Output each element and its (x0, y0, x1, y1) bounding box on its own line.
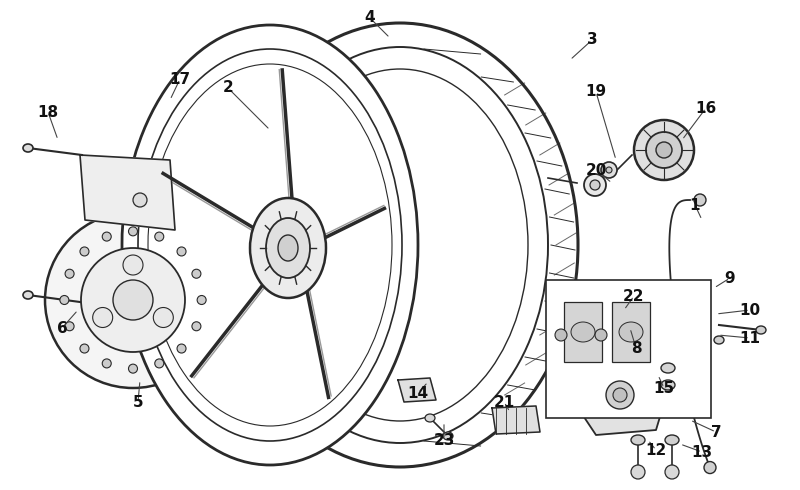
Ellipse shape (278, 235, 298, 261)
Text: SPARE PARTS: SPARE PARTS (347, 257, 513, 277)
Ellipse shape (93, 308, 113, 327)
Ellipse shape (646, 132, 682, 168)
Ellipse shape (177, 247, 186, 256)
Ellipse shape (714, 336, 724, 344)
Ellipse shape (443, 432, 453, 440)
Ellipse shape (584, 174, 606, 196)
Ellipse shape (661, 380, 675, 390)
Ellipse shape (694, 194, 706, 206)
Ellipse shape (23, 144, 33, 152)
Text: 5: 5 (133, 394, 143, 410)
Bar (564, 302, 602, 362)
Ellipse shape (425, 414, 435, 422)
Polygon shape (578, 365, 668, 435)
Text: 6: 6 (57, 320, 67, 336)
Ellipse shape (606, 381, 634, 409)
Polygon shape (492, 406, 540, 434)
Ellipse shape (154, 308, 174, 327)
Ellipse shape (102, 359, 111, 368)
Ellipse shape (45, 212, 221, 388)
Text: 20: 20 (586, 163, 606, 177)
Ellipse shape (665, 465, 679, 479)
Ellipse shape (606, 167, 612, 173)
Text: 16: 16 (695, 100, 717, 116)
Ellipse shape (23, 291, 33, 299)
Ellipse shape (154, 359, 164, 368)
Ellipse shape (665, 435, 679, 445)
Ellipse shape (656, 142, 672, 158)
Text: 21: 21 (494, 394, 514, 410)
Text: 14: 14 (407, 386, 429, 400)
Text: 12: 12 (646, 442, 666, 458)
Ellipse shape (634, 120, 694, 180)
Ellipse shape (123, 255, 143, 275)
Text: 19: 19 (586, 84, 606, 99)
Ellipse shape (113, 280, 153, 320)
Ellipse shape (586, 403, 598, 413)
Text: MOTORCYCLE: MOTORCYCLE (345, 233, 515, 253)
Ellipse shape (192, 322, 201, 331)
Ellipse shape (81, 248, 185, 352)
Ellipse shape (613, 388, 627, 402)
Ellipse shape (129, 227, 138, 236)
Ellipse shape (192, 269, 201, 278)
Ellipse shape (595, 329, 607, 341)
Ellipse shape (575, 329, 587, 341)
Ellipse shape (102, 232, 111, 241)
Text: 7: 7 (710, 424, 722, 440)
Text: 18: 18 (38, 104, 58, 120)
Text: 1: 1 (690, 197, 700, 213)
Ellipse shape (177, 344, 186, 353)
Ellipse shape (80, 344, 89, 353)
Ellipse shape (590, 180, 600, 190)
Text: 13: 13 (691, 444, 713, 460)
Ellipse shape (197, 295, 206, 304)
Ellipse shape (65, 322, 74, 331)
Ellipse shape (555, 329, 567, 341)
Text: 3: 3 (586, 32, 598, 48)
Ellipse shape (129, 364, 138, 373)
Ellipse shape (631, 435, 645, 445)
Ellipse shape (222, 23, 578, 467)
Text: 22: 22 (623, 289, 645, 303)
Ellipse shape (661, 363, 675, 373)
Ellipse shape (266, 218, 310, 278)
Polygon shape (398, 378, 436, 402)
Ellipse shape (65, 269, 74, 278)
Text: 17: 17 (170, 72, 190, 87)
Ellipse shape (571, 322, 595, 342)
Ellipse shape (80, 247, 89, 256)
Ellipse shape (250, 198, 326, 298)
Ellipse shape (619, 322, 643, 342)
Text: 23: 23 (434, 433, 454, 447)
Polygon shape (80, 155, 175, 230)
Text: 2: 2 (222, 80, 234, 96)
Ellipse shape (122, 25, 418, 465)
Ellipse shape (704, 462, 716, 473)
Text: 11: 11 (739, 330, 761, 345)
Ellipse shape (60, 295, 69, 304)
Bar (546, 280, 711, 418)
Ellipse shape (756, 326, 766, 334)
Text: 4: 4 (365, 10, 375, 25)
Ellipse shape (154, 232, 164, 241)
Bar (612, 302, 650, 362)
Ellipse shape (601, 162, 617, 178)
Text: 10: 10 (739, 302, 761, 318)
Text: 15: 15 (654, 381, 674, 395)
Ellipse shape (631, 465, 645, 479)
Text: 8: 8 (630, 341, 642, 356)
Text: 9: 9 (725, 270, 735, 286)
Ellipse shape (133, 193, 147, 207)
